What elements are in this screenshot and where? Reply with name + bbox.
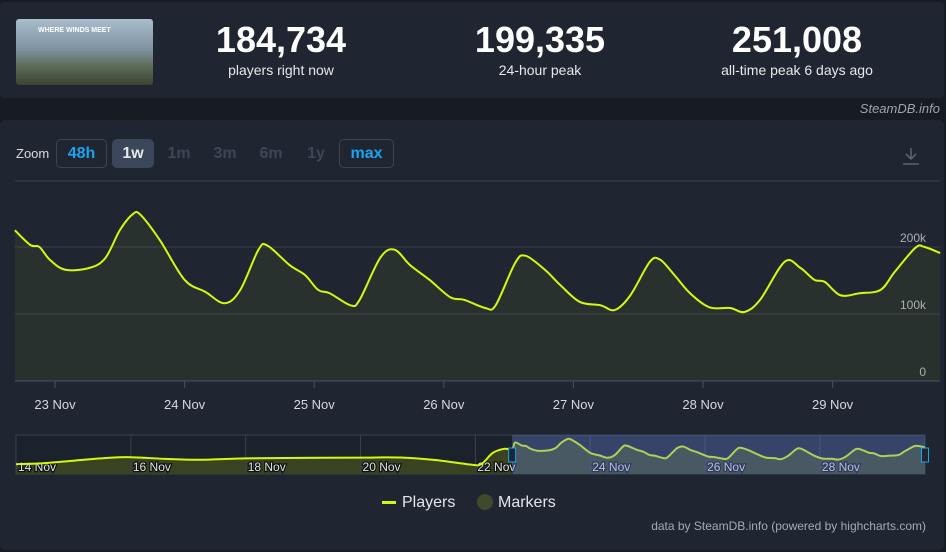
x-tick-label: 26 Nov: [423, 397, 465, 412]
x-tick-label: 27 Nov: [553, 397, 595, 412]
stat-label: players right now: [228, 62, 334, 78]
navigator-handle[interactable]: [921, 447, 929, 463]
zoom-6m-button[interactable]: 6m: [259, 144, 283, 162]
x-tick-label: 25 Nov: [294, 397, 336, 412]
navigator-tick-label: 24 Nov: [592, 460, 630, 474]
navigator-handle[interactable]: [508, 447, 517, 463]
legend-players-label: Players: [402, 494, 456, 511]
download-icon[interactable]: [900, 145, 922, 167]
stat-label: all-time peak 6 days ago: [721, 62, 873, 78]
y-tick-label: 100k: [900, 298, 927, 312]
navigator-tick-label: 22 Nov: [477, 460, 515, 474]
game-thumbnail[interactable]: WHERE WINDS MEET: [16, 19, 153, 85]
y-tick-label: 200k: [900, 231, 927, 245]
zoom-1m-button[interactable]: 1m: [167, 144, 191, 162]
zoom-1y-button[interactable]: 1y: [307, 144, 325, 162]
navigator-tick-label: 20 Nov: [363, 460, 401, 474]
navigator-tick-label: 16 Nov: [133, 460, 171, 474]
zoom-3m-button[interactable]: 3m: [213, 144, 237, 162]
legend-markers[interactable]: Markers: [477, 494, 556, 512]
markers-dot-icon: [477, 494, 493, 510]
zoom-max-button[interactable]: max: [339, 139, 394, 168]
stat-value: 251,008: [731, 19, 863, 60]
navigator-tick-label: 28 Nov: [822, 460, 860, 474]
players-line: [14, 210, 941, 314]
zoom-label: Zoom: [16, 146, 50, 161]
legend-markers-label: Markers: [498, 494, 556, 511]
legend-players[interactable]: Players: [382, 494, 455, 512]
stat-label: 24-hour peak: [498, 62, 582, 78]
current-players-stat: 184,734 players right now: [151, 19, 411, 79]
navigator-tick-label: 18 Nov: [248, 460, 286, 474]
all-time-peak-stat: 251,008 all-time peak 6 days ago: [667, 19, 927, 79]
navigator-selection[interactable]: [512, 435, 925, 474]
players-area: [14, 211, 941, 381]
zoom-48h-button[interactable]: 48h: [56, 139, 107, 168]
stats-header: WHERE WINDS MEET 184,734 players right no…: [0, 2, 944, 98]
x-tick-label: 24 Nov: [164, 397, 206, 412]
zoom-1w-button[interactable]: 1w: [112, 139, 154, 168]
navigator-tick-label: 26 Nov: [707, 460, 745, 474]
stat-value: 184,734: [215, 19, 347, 60]
navigator-line: [15, 437, 926, 467]
steamdb-brand[interactable]: SteamDB.info: [859, 101, 940, 116]
chart-credit[interactable]: data by SteamDB.info (powered by highcha…: [651, 519, 926, 533]
x-tick-label: 29 Nov: [812, 397, 854, 412]
x-tick-label: 28 Nov: [682, 397, 724, 412]
chart-card: [0, 120, 944, 550]
game-logo: WHERE WINDS MEET: [38, 27, 111, 34]
peak-24h-stat: 199,335 24-hour peak: [410, 19, 670, 79]
navigator-area: [16, 438, 925, 474]
stat-value: 199,335: [474, 19, 606, 60]
x-tick-label: 23 Nov: [34, 397, 76, 412]
y-tick-label: 0: [919, 365, 926, 379]
players-line-icon: [382, 501, 396, 505]
